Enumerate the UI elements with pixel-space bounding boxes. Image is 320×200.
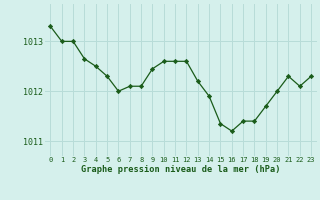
X-axis label: Graphe pression niveau de la mer (hPa): Graphe pression niveau de la mer (hPa) <box>81 165 281 174</box>
